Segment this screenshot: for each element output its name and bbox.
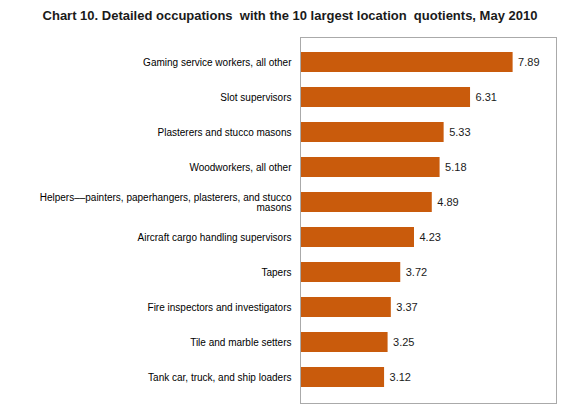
svg-text:6.31: 6.31 (476, 91, 497, 103)
svg-text:Slot supervisors: Slot supervisors (220, 92, 291, 103)
svg-text:Tile and marble setters: Tile and marble setters (190, 337, 291, 348)
svg-text:Gaming service workers, all ot: Gaming service workers, all other (143, 57, 292, 68)
svg-text:Aircraft cargo handling superv: Aircraft cargo handling supervisors (138, 232, 292, 243)
svg-text:3.12: 3.12 (390, 371, 411, 383)
svg-text:4.23: 4.23 (419, 231, 440, 243)
svg-text:3.72: 3.72 (406, 266, 427, 278)
svg-text:Tank car, truck, and ship load: Tank car, truck, and ship loaders (148, 372, 291, 383)
svg-text:Plasterers and stucco masons: Plasterers and stucco masons (158, 127, 292, 138)
svg-text:4.89: 4.89 (437, 196, 458, 208)
html-text:Chart 10. Detailed occupations: Chart 10. Detailed occupations with the … (42, 8, 538, 23)
svg-text:3.37: 3.37 (396, 301, 417, 313)
svg-text:3.25: 3.25 (393, 336, 414, 348)
svg-text:7.89: 7.89 (518, 56, 539, 68)
svg-text:5.33: 5.33 (449, 126, 470, 138)
svg-text:Fire inspectors and investigat: Fire inspectors and investigators (148, 302, 292, 313)
svg-text:Woodworkers, all other: Woodworkers, all other (189, 162, 292, 173)
svg-text:Tapers: Tapers (261, 267, 291, 278)
svg-text:5.18: 5.18 (445, 161, 466, 173)
svg-text:Helpers––painters, paperhanger: Helpers––painters, paperhangers, plaster… (40, 192, 292, 213)
